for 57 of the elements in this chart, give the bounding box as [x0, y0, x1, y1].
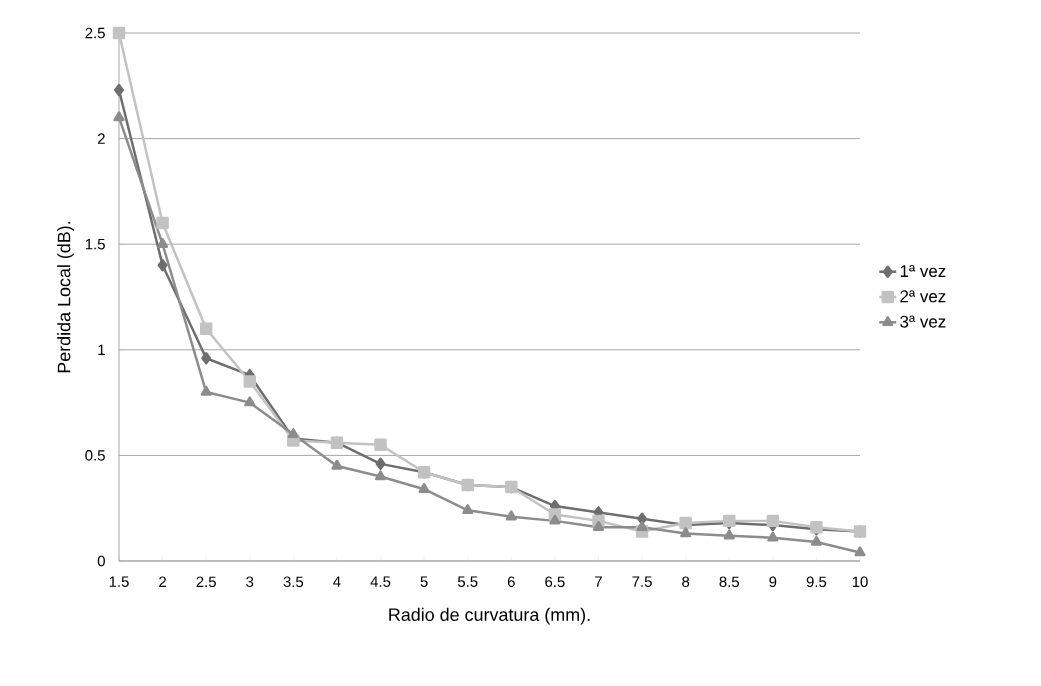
point	[374, 470, 387, 481]
point	[331, 459, 343, 470]
y-tick-label: 1.5	[85, 238, 105, 250]
point	[766, 514, 780, 528]
point	[505, 510, 517, 521]
point	[462, 504, 474, 515]
x-tick-label: 2.5	[196, 576, 216, 588]
point	[723, 529, 735, 540]
x-tick-label: 7.5	[632, 576, 652, 587]
y-tick-label: 2	[97, 133, 105, 144]
point	[113, 111, 125, 122]
x-axis-title: Radio de curvatura (mm).	[389, 607, 590, 625]
legend-label: 3ª vez	[900, 315, 946, 328]
point	[287, 428, 299, 439]
x-tick-label: 2	[159, 576, 166, 587]
x-tick-label: 4	[333, 576, 341, 587]
y-tick-label: 1	[98, 344, 105, 355]
point	[810, 535, 822, 546]
x-tick-label: 7	[595, 576, 602, 587]
point	[767, 531, 779, 542]
point	[375, 457, 386, 471]
x-tick-label: 4.5	[370, 576, 391, 587]
y-tick-label: 0	[97, 555, 105, 567]
x-tick-label: 3	[246, 576, 254, 588]
point	[244, 396, 256, 407]
point	[854, 546, 866, 557]
x-tick-label: 6	[507, 576, 515, 588]
x-tick-label: 10	[852, 576, 868, 588]
point	[156, 216, 169, 230]
point	[157, 259, 168, 272]
point	[549, 514, 561, 525]
legend-label: 2ª vez	[900, 290, 946, 303]
y-tick-label: 2.5	[85, 27, 105, 39]
legend-label: 1ª vez	[900, 265, 946, 278]
x-tick-label: 9	[769, 576, 777, 588]
point	[636, 520, 648, 531]
x-tick-label: 1.5	[109, 576, 129, 587]
point	[243, 375, 256, 388]
y-tick-label: 0.5	[85, 450, 105, 461]
point	[680, 527, 692, 538]
x-tick-label: 9.5	[806, 576, 827, 588]
x-tick-label: 8	[682, 576, 690, 588]
point	[592, 520, 605, 531]
point	[201, 352, 212, 365]
x-tick-label: 8.5	[719, 576, 740, 588]
x-tick-label: 5.5	[457, 576, 478, 587]
point	[157, 237, 169, 248]
y-axis-title: Perdida Local (dB).	[57, 221, 74, 373]
point	[200, 385, 212, 396]
x-tick-label: 6.5	[545, 576, 565, 588]
point	[418, 482, 430, 493]
x-tick-label: 3.5	[283, 576, 304, 588]
point	[112, 26, 126, 40]
x-tick-label: 5	[420, 576, 428, 587]
point	[374, 438, 387, 452]
point	[199, 322, 213, 335]
point	[114, 83, 124, 97]
